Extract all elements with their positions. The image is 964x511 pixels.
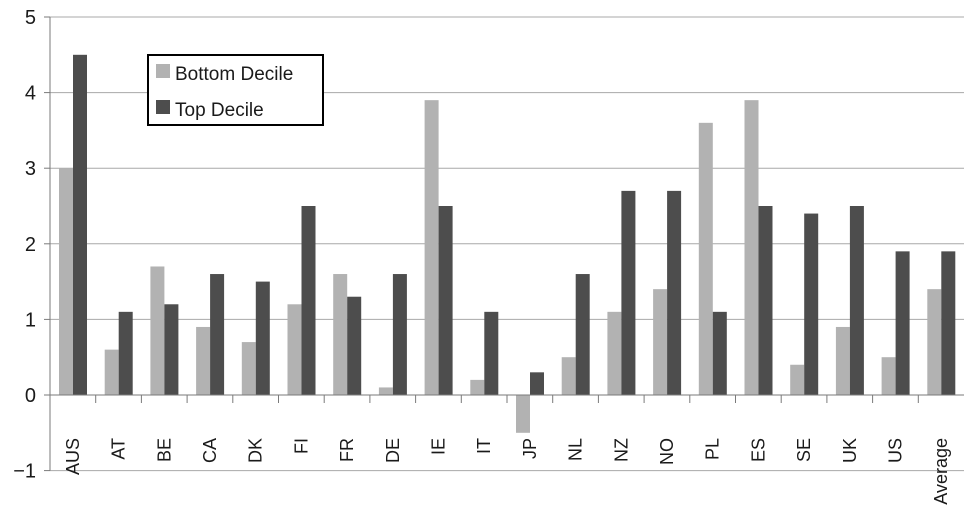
legend-swatch-bottom-decile: [156, 64, 170, 78]
bar-bottom-decile-fr: [333, 274, 348, 395]
x-axis: AUS AT BE CA DK FI FR DE IE IT JP NL NZ NO PL ES SE UK US A…: [50, 394, 964, 505]
x-tick-label: NO: [657, 438, 677, 465]
x-tick-label: UK: [840, 438, 860, 463]
bar-top-decile-pl: [712, 311, 727, 395]
bar-top-decile-fi: [301, 206, 316, 395]
bar-top-decile-uk: [849, 206, 864, 395]
bar-top-decile-ie: [438, 206, 453, 395]
bar-top-decile-de: [392, 274, 407, 395]
y-axis: −1 0 1 2 3 4 5: [13, 7, 51, 483]
bar-bottom-decile-ca: [196, 326, 211, 395]
y-tick-label: 4: [25, 83, 36, 105]
bar-bottom-decile-jp: [516, 395, 530, 433]
bar-bottom-decile-it: [470, 379, 485, 395]
legend-label-top-decile: Top Decile: [175, 100, 264, 121]
x-tick-label: IT: [474, 438, 494, 454]
bar-top-decile-jp: [530, 372, 544, 395]
x-tick-label: SE: [794, 438, 814, 462]
bar-bottom-decile-dk: [241, 342, 256, 395]
legend-label-bottom-decile: Bottom Decile: [175, 64, 293, 85]
x-tick-label: AUS: [63, 438, 83, 475]
bar-top-decile-at: [118, 311, 133, 395]
x-tick-label: DK: [246, 438, 266, 463]
bar-top-decile-be: [164, 304, 179, 395]
x-tick-label: IE: [428, 438, 448, 455]
x-tick-label: PL: [703, 438, 723, 460]
y-tick-label: 3: [25, 158, 36, 180]
x-tick-label: AT: [109, 438, 129, 460]
bar-bottom-decile-fi: [287, 304, 302, 395]
bar-bottom-decile-uk: [835, 326, 850, 395]
bar-top-decile-no: [667, 190, 682, 395]
bar-top-decile-average: [941, 251, 956, 395]
y-tick-label: −1: [13, 461, 36, 483]
legend-swatch-top-decile: [156, 100, 170, 114]
y-tick-label: 1: [25, 309, 36, 331]
x-tick-label: JP: [520, 438, 540, 459]
y-tick-label: 2: [25, 234, 36, 256]
bar-top-decile-fr: [347, 296, 362, 395]
bar-top-decile-it: [484, 311, 499, 395]
bar-bottom-decile-se: [790, 364, 805, 395]
bar-top-decile-nz: [621, 190, 636, 395]
x-tick-label: CA: [200, 438, 220, 463]
bar-top-decile-aus: [73, 54, 87, 396]
bar-bottom-decile-at: [104, 349, 119, 395]
bar-bottom-decile-nz: [607, 311, 622, 395]
bar-top-decile-ca: [210, 274, 225, 395]
bar-top-decile-nl: [575, 274, 590, 395]
x-tick-label: ES: [748, 438, 768, 462]
bar-top-decile-dk: [255, 281, 270, 395]
bar-top-decile-us: [895, 251, 910, 395]
y-tick-label: 5: [25, 7, 36, 29]
bar-bottom-decile-ie: [424, 100, 439, 395]
x-tick-label: Average: [931, 438, 951, 505]
x-tick-label: BE: [154, 438, 174, 462]
bar-bottom-decile-pl: [698, 122, 713, 395]
bar-bottom-decile-es: [744, 100, 759, 395]
x-tick-label: NZ: [611, 438, 631, 462]
bar-top-decile-se: [804, 213, 819, 395]
x-tick-label: US: [885, 438, 905, 463]
x-tick-label: FR: [337, 438, 357, 462]
legend-box: [147, 54, 324, 126]
bar-bottom-decile-average: [927, 289, 942, 395]
bar-bottom-decile-us: [881, 357, 896, 395]
x-tick-label: FI: [291, 438, 311, 454]
x-tick-label: DE: [383, 438, 403, 463]
bar-bottom-decile-be: [150, 266, 165, 395]
x-tick-label: NL: [566, 438, 586, 461]
legend: Bottom Decile Top Decile: [147, 54, 324, 126]
bar-top-decile-es: [758, 206, 773, 395]
bar-bottom-decile-no: [653, 289, 668, 395]
bars: [59, 54, 956, 433]
bar-bottom-decile-aus: [59, 168, 73, 395]
bar-bottom-decile-de: [378, 387, 393, 395]
bar-bottom-decile-nl: [561, 357, 576, 395]
y-tick-label: 0: [25, 385, 36, 407]
